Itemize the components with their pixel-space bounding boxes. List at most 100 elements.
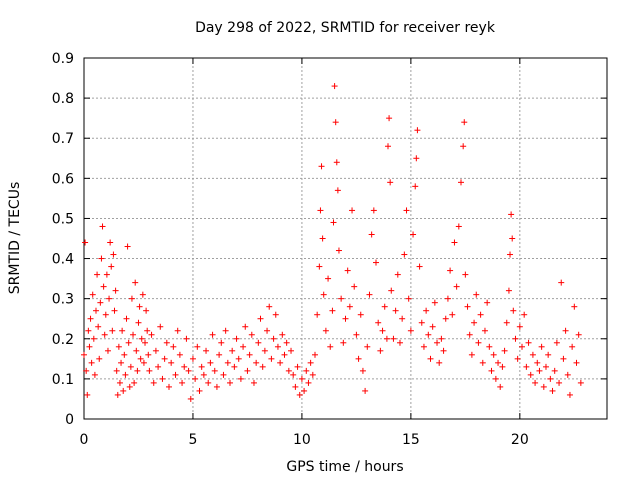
data-point <box>89 291 96 298</box>
data-point <box>130 331 137 338</box>
data-point <box>412 183 419 190</box>
data-point <box>118 359 125 366</box>
data-point <box>410 231 417 238</box>
data-point <box>255 339 262 346</box>
data-point <box>107 239 114 246</box>
data-point <box>90 335 97 342</box>
data-point <box>233 335 240 342</box>
data-point <box>285 367 292 374</box>
data-point <box>317 207 324 214</box>
data-point <box>127 363 134 370</box>
data-point <box>128 295 135 302</box>
data-point <box>314 311 321 318</box>
data-point <box>319 235 326 242</box>
data-point <box>235 355 242 362</box>
data-point <box>558 279 565 286</box>
data-point <box>447 267 454 274</box>
data-point <box>503 319 510 326</box>
data-point <box>492 375 499 382</box>
y-tick-label: 0.7 <box>52 131 74 147</box>
data-point <box>168 359 175 366</box>
data-point <box>112 287 119 294</box>
data-point <box>529 351 536 358</box>
data-point <box>122 371 129 378</box>
data-point <box>442 315 449 322</box>
data-point <box>98 255 105 262</box>
axis-ticks <box>83 57 607 420</box>
data-point <box>240 343 247 350</box>
data-point <box>440 347 447 354</box>
data-point <box>301 387 308 394</box>
data-point <box>521 311 528 318</box>
data-point <box>136 303 143 310</box>
data-point <box>103 271 110 278</box>
data-point <box>277 359 284 366</box>
data-point <box>549 387 556 394</box>
data-point <box>545 351 552 358</box>
y-tick-label: 0.4 <box>52 252 74 268</box>
data-point <box>133 347 140 354</box>
data-point <box>490 351 497 358</box>
data-point <box>349 207 356 214</box>
data-point <box>453 283 460 290</box>
data-point <box>516 323 523 330</box>
data-point <box>131 379 138 386</box>
data-point <box>468 351 475 358</box>
data-point <box>466 331 473 338</box>
data-point <box>471 319 478 326</box>
x-tick-label: 20 <box>511 432 529 448</box>
data-point <box>213 383 220 390</box>
data-point <box>196 387 203 394</box>
data-point <box>386 115 393 122</box>
y-tick-label: 0.5 <box>52 211 74 227</box>
data-point <box>562 327 569 334</box>
data-point <box>220 371 227 378</box>
data-point <box>237 375 244 382</box>
data-point <box>216 351 223 358</box>
data-point <box>425 331 432 338</box>
data-point <box>179 379 186 386</box>
gridlines <box>84 58 607 419</box>
data-point <box>377 347 384 354</box>
data-point <box>231 363 238 370</box>
data-point <box>460 143 467 150</box>
data-point <box>283 339 290 346</box>
data-point <box>473 291 480 298</box>
data-point <box>120 387 127 394</box>
data-point <box>192 375 199 382</box>
data-point <box>556 379 563 386</box>
data-point <box>507 251 514 258</box>
data-point <box>159 375 166 382</box>
data-point <box>205 379 212 386</box>
data-point <box>146 367 153 374</box>
data-point <box>137 355 144 362</box>
data-point <box>143 307 150 314</box>
data-point <box>292 383 299 390</box>
data-point <box>346 303 353 310</box>
data-point <box>115 343 122 350</box>
data-point <box>501 347 508 354</box>
data-point <box>401 251 408 258</box>
data-point <box>311 351 318 358</box>
data-point <box>121 351 128 358</box>
x-tick-labels: 0 5 10 15 20 <box>80 432 529 448</box>
data-point <box>113 367 120 374</box>
data-point <box>475 339 482 346</box>
data-point <box>86 343 93 350</box>
data-point <box>569 343 576 350</box>
data-point <box>427 355 434 362</box>
data-point <box>316 263 323 270</box>
data-point <box>327 343 334 350</box>
y-tick-label: 0 <box>65 412 74 428</box>
data-point <box>523 363 530 370</box>
data-point <box>209 331 216 338</box>
data-point <box>375 319 382 326</box>
y-tick-label: 0.8 <box>52 91 74 107</box>
data-point <box>335 247 342 254</box>
data-point <box>320 291 327 298</box>
data-point <box>183 335 190 342</box>
data-point <box>111 307 118 314</box>
data-point <box>187 395 194 402</box>
x-tick-label: 15 <box>402 432 420 448</box>
data-point <box>462 271 469 278</box>
